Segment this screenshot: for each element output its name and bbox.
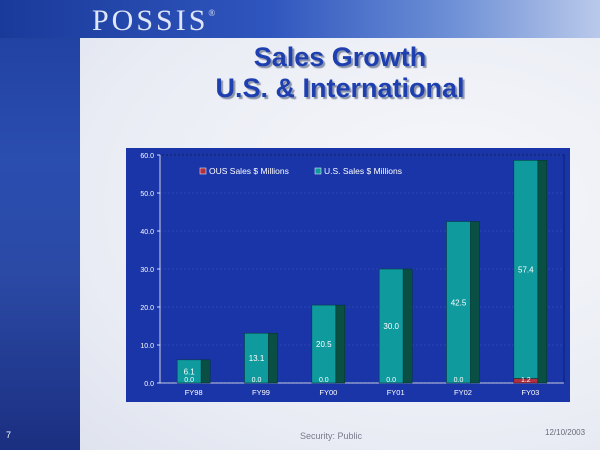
x-tick-label: FY02 — [454, 388, 472, 397]
x-tick-label: FY00 — [319, 388, 337, 397]
bar-us-fy01 — [378, 268, 404, 384]
data-label-ous: 0.0 — [252, 377, 262, 384]
data-label-ous: 0.0 — [454, 377, 464, 384]
legend-label-us: U.S. Sales $ Millions — [324, 166, 402, 176]
y-tick-label: 40.0 — [140, 229, 154, 236]
slide-title: Sales Growth U.S. & International — [80, 42, 600, 104]
data-label-us: 6.1 — [184, 367, 196, 376]
legend-swatch-ous — [199, 167, 207, 175]
data-label-ous: 0.0 — [184, 377, 194, 384]
bar-us-fy03 — [513, 160, 539, 379]
bar-side-fy99 — [268, 332, 278, 384]
x-tick-label: FY98 — [185, 388, 203, 397]
data-label-ous: 0.0 — [319, 377, 329, 384]
sales-chart: 0.010.020.030.040.050.060.06.10.0FY9813.… — [140, 153, 565, 397]
header-band — [0, 0, 600, 38]
bar-us-fy02 — [446, 221, 471, 384]
bar-side-fy00 — [335, 304, 346, 384]
data-label-us: 42.5 — [451, 298, 467, 307]
bar-side-fy02 — [470, 221, 480, 384]
bar-side-fy01 — [402, 268, 413, 384]
legend-swatch-us — [314, 167, 322, 175]
y-tick-label: 60.0 — [140, 153, 154, 160]
bar-side-fy03 — [537, 160, 548, 384]
security-label: Security: Public — [300, 431, 363, 441]
data-label-us: 57.4 — [518, 265, 534, 274]
y-tick-label: 10.0 — [140, 343, 154, 350]
data-label-us: 30.0 — [383, 322, 399, 331]
y-tick-label: 0.0 — [144, 381, 154, 388]
legend-label-ous: OUS Sales $ Millions — [209, 166, 289, 176]
x-tick-label: FY03 — [521, 388, 539, 397]
page-number: 7 — [6, 430, 12, 440]
data-label-us: 13.1 — [249, 354, 265, 363]
title-line-2: U.S. & International — [215, 73, 465, 103]
data-label-ous: 1.2 — [521, 377, 531, 384]
logo-text: POSSIS — [92, 4, 209, 37]
data-label-ous: 0.0 — [386, 377, 396, 384]
bar-side-fy98 — [200, 359, 211, 384]
registered-mark: ® — [208, 8, 216, 18]
y-tick-label: 20.0 — [140, 305, 154, 312]
chart-frame: 0.0 10.0 20.0 30.0 40.0 50.0 60.0 6.1 0.0 FY98 13.… — [126, 148, 570, 402]
x-tick-label: FY01 — [387, 388, 405, 397]
data-label-us: 20.5 — [316, 340, 332, 349]
sidebar-band — [0, 0, 80, 450]
footer-date: 12/10/2003 — [545, 428, 586, 437]
company-logo: POSSIS® — [92, 4, 215, 38]
title-line-1: Sales Growth — [253, 42, 427, 72]
y-tick-label: 50.0 — [140, 191, 154, 198]
x-tick-label: FY99 — [252, 388, 270, 397]
y-tick-label: 30.0 — [140, 267, 154, 274]
